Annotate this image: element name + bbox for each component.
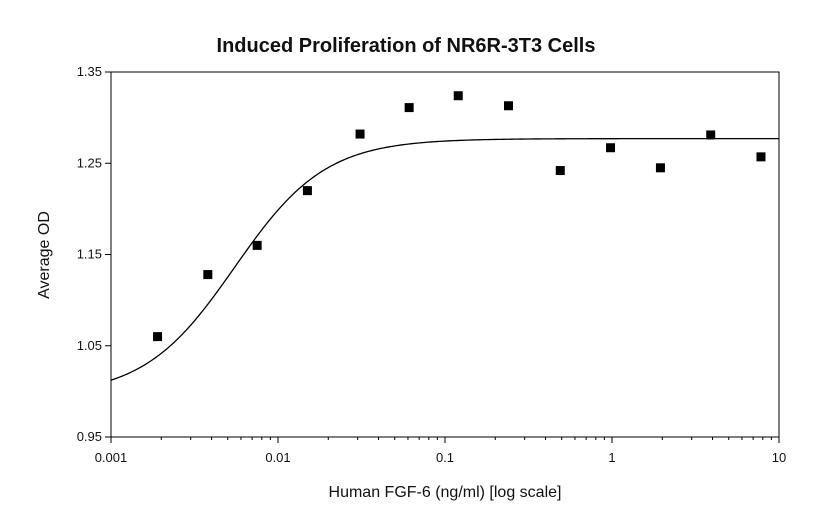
x-axis-label: Human FGF-6 (ng/ml) [log scale] xyxy=(329,484,562,501)
x-axis: 0.001 0.01 0.1 1 10 xyxy=(95,437,786,465)
data-point xyxy=(706,130,716,140)
x-tick-label: 10 xyxy=(772,450,786,465)
fit-curve-layer xyxy=(110,137,779,381)
x-tick-label: 1 xyxy=(608,450,615,465)
y-tick-label: 1.35 xyxy=(77,64,102,79)
data-point xyxy=(655,163,665,173)
data-point xyxy=(606,143,616,153)
y-tick-label: 1.15 xyxy=(77,247,102,262)
data-point xyxy=(355,129,365,139)
data-point xyxy=(203,270,213,280)
data-point xyxy=(453,91,463,101)
x-tick-label: 0.1 xyxy=(436,450,454,465)
points-layer xyxy=(153,91,766,342)
x-tick-label: 0.01 xyxy=(265,450,290,465)
y-axis: 0.95 1.05 1.15 1.25 1.35 xyxy=(77,64,111,444)
plot-area-border xyxy=(110,71,780,438)
data-point xyxy=(555,166,565,176)
y-tick-label: 1.25 xyxy=(77,155,102,170)
fit-curve xyxy=(110,137,779,381)
x-tick-label: 0.001 xyxy=(95,450,128,465)
y-tick-label: 0.95 xyxy=(77,429,102,444)
data-point xyxy=(153,332,163,342)
data-point xyxy=(252,240,262,250)
data-point xyxy=(404,103,414,113)
y-axis-label: Average OD xyxy=(36,211,53,299)
data-point xyxy=(302,186,312,196)
chart-title: Induced Proliferation of NR6R-3T3 Cells xyxy=(217,35,596,57)
data-point xyxy=(504,101,513,111)
data-point xyxy=(756,152,766,162)
y-tick-label: 1.05 xyxy=(77,338,102,353)
plot-frame xyxy=(110,71,780,438)
